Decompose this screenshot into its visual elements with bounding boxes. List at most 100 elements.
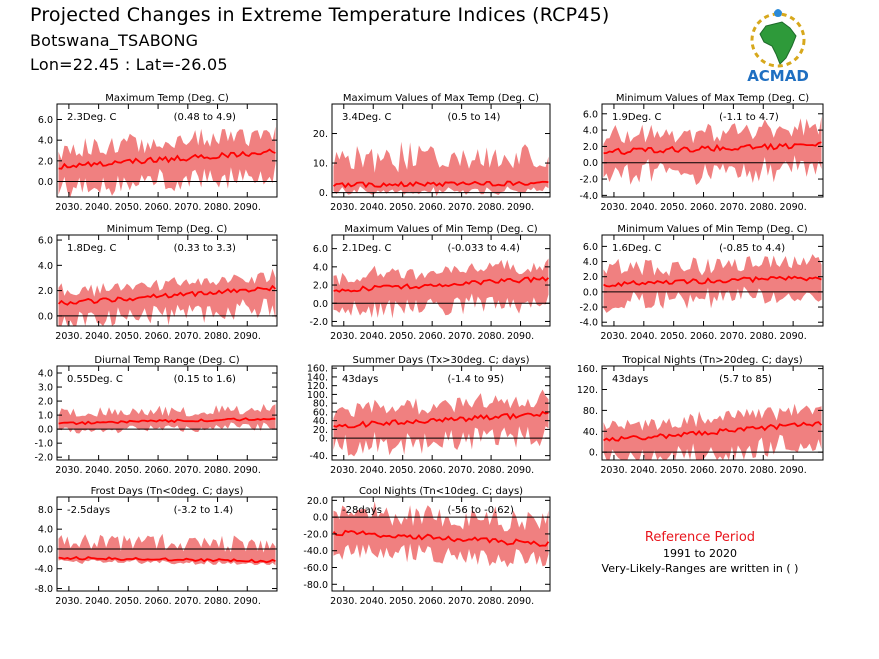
x-tick-label: 2050. — [389, 465, 416, 476]
likely-range-label: (0.5 to 14) — [448, 112, 501, 123]
x-tick-label: 2070. — [720, 202, 747, 213]
y-tick-label: 6.0 — [583, 242, 598, 253]
x-tick-label: 2070. — [174, 331, 201, 342]
y-tick-label: -40. — [309, 451, 328, 462]
plot-frame — [56, 103, 278, 198]
y-tick-label: 120. — [307, 381, 328, 392]
y-tick-label: 160. — [307, 364, 328, 375]
x-tick-label: 2060. — [144, 331, 171, 342]
x-tick-label: 2050. — [115, 465, 142, 476]
median-line — [603, 421, 823, 442]
x-tick-label: 2030. — [330, 202, 357, 213]
x-tick-label: 2040. — [360, 331, 387, 342]
chart-panel: 0. 10. 20. 2030. 2040. 2050. 2060. 2070. 2080. 20… — [313, 93, 551, 213]
plot-frame — [331, 103, 551, 198]
y-tick-label: -4.0 — [34, 564, 53, 575]
x-tick-label: 2070. — [174, 202, 201, 213]
change-value-label: 3.4Deg. C — [342, 112, 391, 123]
y-tick-label: 40. — [313, 416, 328, 427]
range-band — [333, 501, 549, 568]
x-tick-label: 2070. — [448, 465, 475, 476]
y-tick-label: 2.0 — [583, 142, 598, 153]
y-tick-label: 20.0 — [307, 496, 328, 507]
y-tick-label: 0.0 — [38, 544, 53, 555]
chart-panel: 0. 40. 80. 120. 160. 2030. 2040. 2050. 2060. 2070… — [577, 355, 824, 476]
change-value-label: -28days — [342, 505, 382, 516]
x-tick-label: 2070. — [720, 465, 747, 476]
range-band — [603, 254, 822, 313]
x-tick-label: 2050. — [115, 202, 142, 213]
y-tick-label: -40.0 — [303, 546, 328, 557]
x-tick-label: 2090. — [780, 331, 807, 342]
chart-title: Maximum Values of Max Temp (Deg. C) — [343, 93, 539, 104]
y-tick-label: 20. — [313, 425, 328, 436]
y-tick-label: 2.0 — [313, 281, 328, 292]
x-tick-label: 2090. — [507, 202, 534, 213]
x-tick-label: 2050. — [389, 331, 416, 342]
page-title: Projected Changes in Extreme Temperature… — [30, 4, 610, 26]
plot-frame — [331, 496, 551, 592]
x-tick-label: 2090. — [780, 465, 807, 476]
y-tick-label: 6.0 — [313, 244, 328, 255]
y-tick-label: -1.0 — [34, 439, 53, 450]
x-tick-label: 2040. — [630, 202, 657, 213]
reference-period-years: 1991 to 2020 — [662, 547, 738, 560]
change-value-label: 43days — [612, 374, 648, 385]
chart-title: Minimum Values of Max Temp (Deg. C) — [616, 93, 809, 104]
x-tick-label: 2050. — [115, 596, 142, 607]
range-band — [603, 403, 822, 460]
plot-frame — [56, 365, 278, 461]
change-value-label: -2.5days — [67, 505, 110, 516]
median-line — [603, 141, 822, 155]
plot-frame — [331, 365, 551, 461]
reference-period-note: Very-Likely-Ranges are written in ( ) — [601, 562, 799, 575]
likely-range-label: (0.15 to 1.6) — [174, 374, 236, 385]
x-tick-label: 2090. — [507, 596, 534, 607]
plot-frame — [601, 365, 824, 461]
chart-title: Diurnal Temp Range (Deg. C) — [94, 355, 239, 366]
change-value-label: 43days — [342, 374, 378, 385]
x-tick-label: 2060. — [690, 465, 717, 476]
x-tick-label: 2050. — [660, 202, 687, 213]
x-tick-label: 2040. — [85, 331, 112, 342]
x-tick-label: 2080. — [204, 596, 231, 607]
x-tick-label: 2080. — [204, 331, 231, 342]
likely-range-label: (-1.4 to 95) — [448, 374, 505, 385]
median-line — [58, 148, 276, 170]
x-tick-label: 2030. — [55, 202, 82, 213]
y-tick-label: -20.0 — [303, 529, 328, 540]
x-tick-label: 2030. — [330, 465, 357, 476]
x-tick-label: 2060. — [144, 596, 171, 607]
x-tick-label: 2040. — [85, 202, 112, 213]
y-tick-label: 140. — [307, 372, 328, 383]
median-line — [603, 275, 822, 288]
x-tick-label: 2080. — [477, 465, 504, 476]
chart-panel: -80.0 -60.0 -40.0 -20.0 0.0 20.0 2030. 2040. 205… — [303, 486, 551, 607]
median-line — [57, 284, 277, 306]
x-tick-label: 2060. — [144, 465, 171, 476]
y-tick-label: -2.0 — [34, 453, 53, 464]
x-tick-label: 2060. — [690, 331, 717, 342]
x-tick-label: 2060. — [690, 202, 717, 213]
x-tick-label: 2050. — [660, 465, 687, 476]
x-tick-label: 2040. — [85, 596, 112, 607]
x-tick-label: 2070. — [174, 596, 201, 607]
station-coords: Lon=22.45 : Lat=-26.05 — [30, 55, 228, 74]
likely-range-label: (0.33 to 3.3) — [174, 243, 236, 254]
y-tick-label: 0.0 — [583, 158, 598, 169]
y-tick-label: 4.0 — [38, 525, 53, 536]
x-tick-label: 2040. — [360, 465, 387, 476]
x-tick-label: 2090. — [780, 202, 807, 213]
y-tick-label: 4.0 — [38, 136, 53, 147]
chart-panel: -40.0.20.40.60.80.100.120.140.160.2030. 2… — [307, 355, 551, 476]
y-tick-label: -4.0 — [579, 318, 598, 329]
y-tick-label: 3.0 — [38, 383, 53, 394]
x-tick-label: 2080. — [204, 465, 231, 476]
y-tick-label: 80. — [583, 406, 598, 417]
y-tick-label: 0. — [319, 188, 328, 199]
x-tick-label: 2060. — [419, 331, 446, 342]
change-value-label: 1.8Deg. C — [67, 243, 116, 254]
chart-title: Tropical Nights (Tn>20deg. C; days) — [621, 355, 802, 366]
likely-range-label: (5.7 to 85) — [719, 374, 772, 385]
